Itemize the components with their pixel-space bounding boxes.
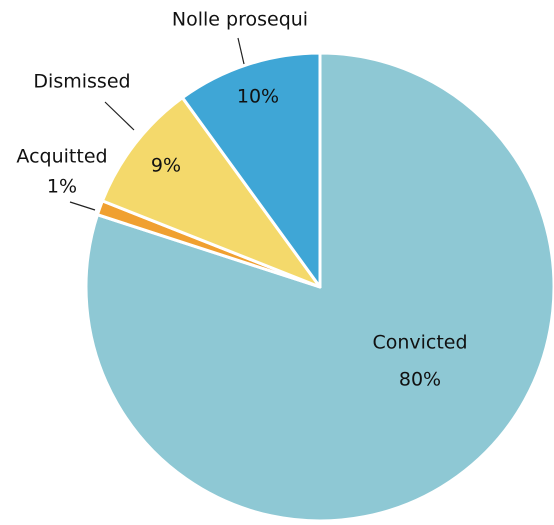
slice-label: Acquitted [16,146,107,168]
leader-line [69,201,96,211]
pie-slice [100,96,322,289]
slice-value-label: 9% [151,155,181,177]
leader-line [104,101,135,131]
slice-value-label: 80% [399,369,441,391]
slice-value-label: 10% [237,86,279,108]
leader-line [237,37,245,65]
pie-slice [180,51,322,289]
slice-label: Nolle prosequi [172,9,308,31]
slice-label: Dismissed [33,71,130,93]
slice-value-label: 1% [47,176,77,198]
slice-label: Convicted [372,332,467,354]
